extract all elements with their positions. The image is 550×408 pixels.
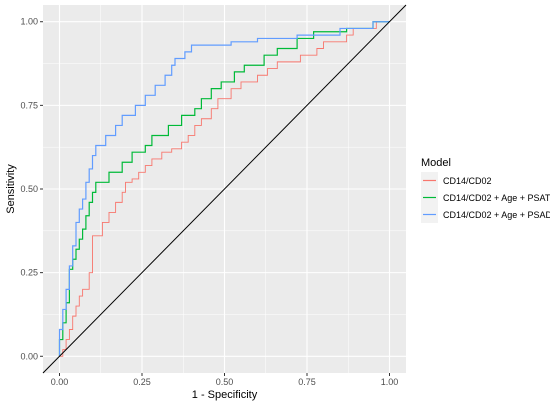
legend-label: CD14/CD02 + Age + PSAT xyxy=(443,193,550,203)
y-tick-label: 0.50 xyxy=(20,184,38,194)
x-tick-label: 0.25 xyxy=(133,377,151,387)
x-tick-label: 0.00 xyxy=(51,377,69,387)
legend-label: CD14/CD02 + Age + PSAD xyxy=(443,210,550,220)
series-line-3 xyxy=(58,21,390,357)
x-axis-title: 1 - Specificity xyxy=(192,389,258,401)
legend-items: CD14/CD02 CD14/CD02 + Age + PSAT CD14/CD02… xyxy=(421,172,550,223)
y-axis-title: Sensitivity xyxy=(5,164,17,214)
y-tick-label: 1.00 xyxy=(20,17,38,27)
y-axis-ticks: 0.00 0.25 0.50 0.75 1.00 xyxy=(20,17,43,361)
x-tick-label: 0.50 xyxy=(216,377,234,387)
series-layer xyxy=(58,21,390,357)
series-line-2 xyxy=(58,21,390,357)
legend-label: CD14/CD02 xyxy=(443,176,492,186)
y-tick-label: 0.25 xyxy=(20,268,38,278)
reference-diagonal-line xyxy=(42,4,407,374)
x-tick-label: 1.00 xyxy=(381,377,399,387)
plot-panel xyxy=(42,4,407,374)
series-line-1 xyxy=(59,21,390,357)
x-axis-ticks: 0.00 0.25 0.50 0.75 1.00 xyxy=(51,373,399,387)
y-tick-label: 0.00 xyxy=(20,351,38,361)
y-tick-label: 0.75 xyxy=(20,100,38,110)
legend-title: Model xyxy=(421,157,451,169)
x-tick-label: 0.75 xyxy=(298,377,316,387)
